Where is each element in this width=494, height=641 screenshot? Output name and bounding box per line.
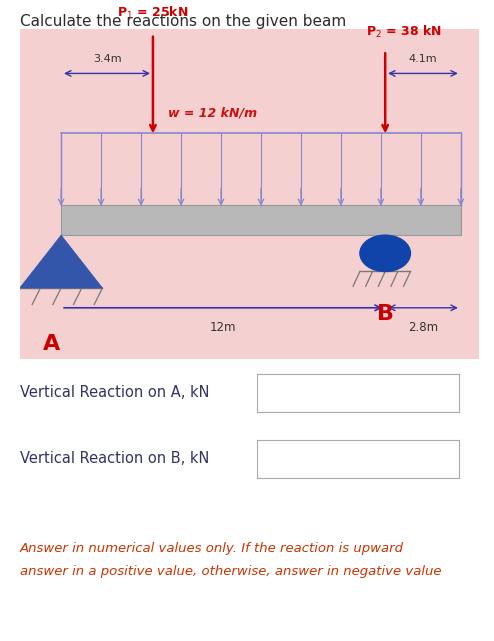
Polygon shape <box>20 235 102 288</box>
Text: Vertical Reaction on B, kN: Vertical Reaction on B, kN <box>20 451 209 466</box>
Bar <box>61 206 461 235</box>
Circle shape <box>360 235 411 272</box>
Text: 4.1m: 4.1m <box>409 53 437 63</box>
Text: 12m: 12m <box>210 321 237 334</box>
Text: P$_1$ = 25kN: P$_1$ = 25kN <box>117 4 189 21</box>
Text: B: B <box>377 304 394 324</box>
Text: A: A <box>43 334 61 354</box>
Text: 2.8m: 2.8m <box>408 321 438 334</box>
Text: Vertical Reaction on A, kN: Vertical Reaction on A, kN <box>20 385 209 400</box>
Text: w = 12 kN/m: w = 12 kN/m <box>168 106 257 120</box>
Text: P$_2$ = 38 kN: P$_2$ = 38 kN <box>366 24 442 40</box>
Text: answer in a positive value, otherwise, answer in negative value: answer in a positive value, otherwise, a… <box>20 565 441 578</box>
Text: Answer in numerical values only. If the reaction is upward: Answer in numerical values only. If the … <box>20 542 404 554</box>
Text: Calculate the reactions on the given beam: Calculate the reactions on the given bea… <box>20 14 346 29</box>
Text: 3.4m: 3.4m <box>93 53 122 63</box>
